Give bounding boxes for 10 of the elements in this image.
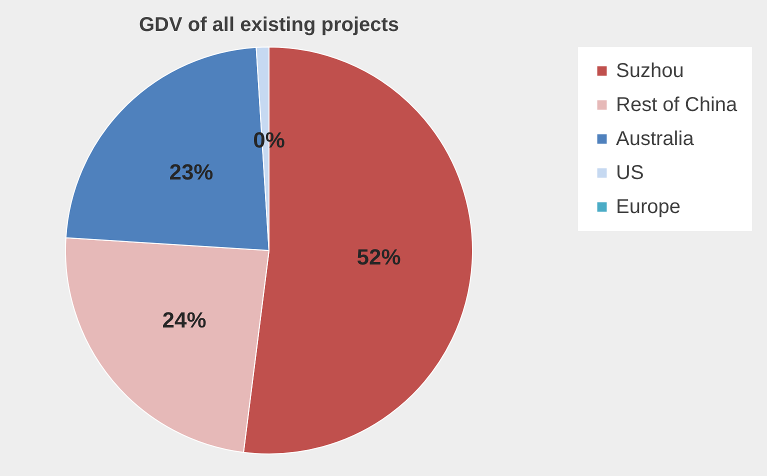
data-label: 24% bbox=[162, 308, 206, 333]
legend-label: Suzhou bbox=[616, 60, 684, 82]
legend-label: US bbox=[616, 162, 644, 184]
data-label: 52% bbox=[356, 244, 401, 270]
text: 0% bbox=[253, 128, 285, 152]
legend-label: Rest of China bbox=[616, 94, 738, 116]
legend-label: Australia bbox=[616, 128, 695, 150]
data-label: 23% bbox=[169, 160, 214, 185]
chart-title: GDV of all existing projects bbox=[138, 14, 400, 36]
legend-label: Europe bbox=[616, 196, 680, 218]
